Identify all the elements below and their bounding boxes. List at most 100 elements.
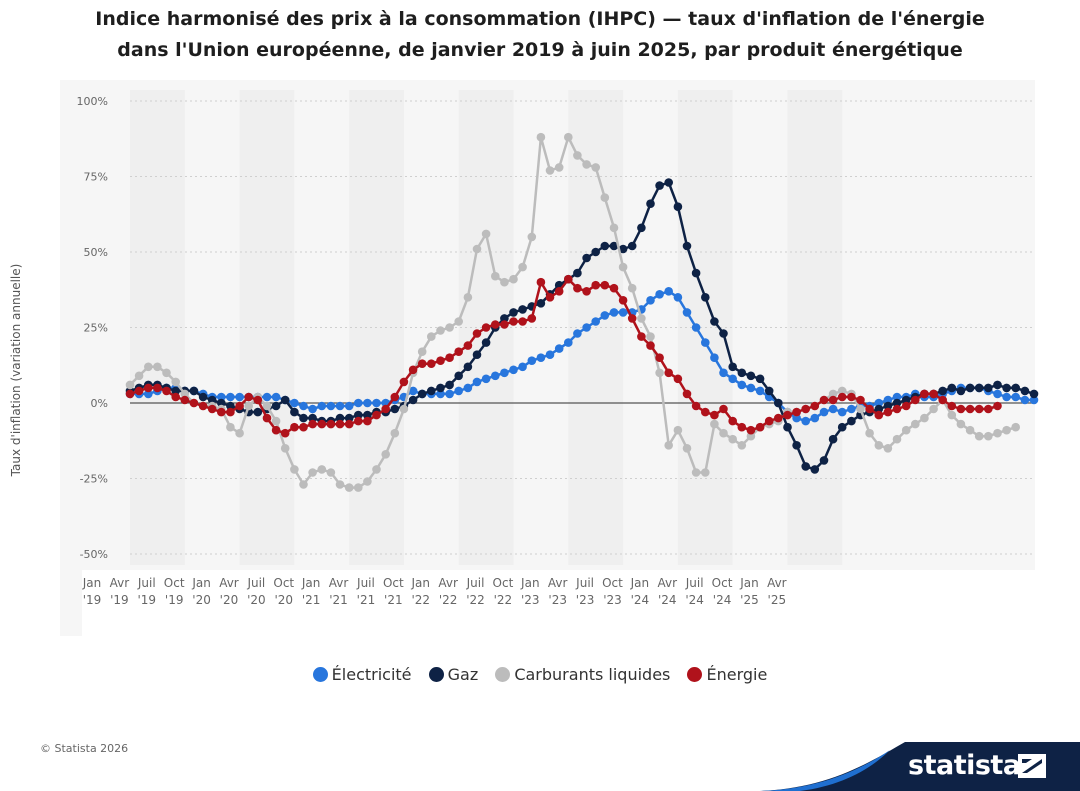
data-point-carburants <box>956 419 966 429</box>
data-point-energie <box>609 283 619 293</box>
data-point-carburants <box>600 193 610 202</box>
x-tick-month: Juil <box>356 576 375 590</box>
data-point-energie <box>180 395 190 405</box>
data-point-energie <box>865 404 874 414</box>
data-point-electricite <box>728 374 737 384</box>
data-point-carburants <box>436 326 445 335</box>
data-point-gaz <box>518 305 527 314</box>
footer-brand-band <box>760 742 1080 791</box>
data-point-carburants <box>463 293 473 302</box>
data-point-electricite <box>217 392 226 402</box>
data-point-energie <box>819 395 829 405</box>
data-point-carburants <box>527 232 537 242</box>
x-tick-month: Avr <box>548 576 568 590</box>
data-point-electricite <box>591 317 600 326</box>
data-point-energie <box>856 395 865 405</box>
data-point-gaz <box>664 178 673 187</box>
data-point-energie <box>710 410 719 420</box>
data-point-electricite <box>472 377 482 387</box>
data-point-gaz <box>755 374 765 384</box>
y-tick-label: 0% <box>91 397 108 410</box>
data-point-gaz <box>417 389 427 399</box>
data-point-electricite <box>847 404 856 414</box>
legend-dot-energie <box>687 667 703 682</box>
data-point-gaz <box>509 308 518 317</box>
data-point-energie <box>545 293 555 302</box>
data-point-electricite <box>792 413 801 423</box>
data-point-energie <box>728 416 737 426</box>
data-point-gaz <box>226 401 235 411</box>
x-tick-month: Juil <box>246 576 265 590</box>
data-point-energie <box>536 277 546 287</box>
data-point-energie <box>637 332 646 341</box>
data-point-energie <box>911 395 920 405</box>
data-point-carburants <box>637 314 646 323</box>
x-tick-year: '22 <box>466 593 485 607</box>
data-point-gaz <box>454 371 464 381</box>
series-line-electricite <box>130 290 1034 423</box>
data-point-gaz <box>947 383 957 393</box>
legend-item-electricite[interactable]: Électricité <box>312 665 412 684</box>
data-point-energie <box>253 395 263 405</box>
data-point-energie <box>582 287 591 296</box>
statista-logo-text[interactable]: statista <box>908 750 1021 781</box>
data-point-gaz <box>408 395 418 405</box>
data-point-energie <box>892 404 902 414</box>
data-point-electricite <box>344 401 354 411</box>
data-point-carburants <box>290 465 299 474</box>
legend-item-gaz[interactable]: Gaz <box>428 665 478 684</box>
data-point-electricite <box>682 308 692 317</box>
data-point-gaz <box>792 441 801 450</box>
data-point-energie <box>874 410 884 420</box>
data-point-electricite <box>518 362 527 372</box>
x-tick-month: Jan <box>82 576 102 590</box>
data-point-carburants <box>417 347 427 357</box>
data-point-energie <box>792 407 801 417</box>
data-point-carburants <box>226 422 235 432</box>
data-point-energie <box>929 389 938 399</box>
data-point-electricite <box>354 398 363 408</box>
x-tick-year: '23 <box>603 593 622 607</box>
data-point-electricite <box>536 353 546 363</box>
data-point-energie <box>664 368 673 378</box>
x-tick-month: Oct <box>602 576 623 590</box>
x-tick-month: Avr <box>767 576 787 590</box>
data-point-energie <box>226 407 235 417</box>
data-point-carburants <box>390 428 400 438</box>
data-point-electricite <box>372 398 381 408</box>
x-tick-year: '21 <box>384 593 403 607</box>
data-point-gaz <box>344 413 354 423</box>
y-tick-label: -50% <box>80 548 108 561</box>
data-point-carburants <box>1002 425 1011 435</box>
data-point-gaz <box>390 404 400 414</box>
legend-dot-gaz <box>428 667 444 682</box>
data-point-carburants <box>317 465 327 474</box>
data-point-energie <box>847 392 856 402</box>
data-point-carburants <box>618 262 628 272</box>
data-point-gaz <box>655 181 664 190</box>
data-point-gaz <box>883 401 893 411</box>
legend-item-carburants[interactable]: Carburants liquides <box>495 665 670 684</box>
data-point-carburants <box>308 468 317 477</box>
data-point-carburants <box>573 151 582 160</box>
x-tick-month: Juil <box>137 576 156 590</box>
data-point-carburants <box>554 163 564 172</box>
data-point-energie <box>317 419 327 429</box>
data-point-electricite <box>755 386 765 396</box>
data-point-gaz <box>701 293 710 302</box>
x-tick-year: '19 <box>110 593 129 607</box>
data-point-energie <box>673 374 683 384</box>
data-point-energie <box>573 283 582 293</box>
data-point-carburants <box>545 166 555 175</box>
data-point-carburants <box>171 377 180 387</box>
data-point-carburants <box>381 450 391 459</box>
footer: © Statista 2026 statista <box>0 742 1080 791</box>
data-point-electricite <box>1002 392 1011 402</box>
data-point-carburants <box>180 389 190 399</box>
data-point-gaz <box>463 362 473 372</box>
data-point-gaz <box>728 362 737 372</box>
data-point-gaz <box>253 407 263 417</box>
data-point-carburants <box>454 317 464 326</box>
legend-item-energie[interactable]: Énergie <box>687 665 767 684</box>
